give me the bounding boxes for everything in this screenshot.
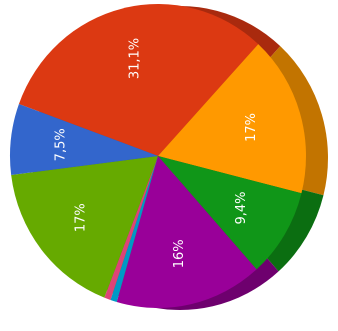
pie-slice-label-2: 9,4% (234, 191, 249, 224)
pie-slice-2 (158, 156, 302, 270)
pie-slice-1 (158, 44, 306, 194)
pie-slice-3 (116, 156, 257, 309)
pie-slice-label-3: 16% (172, 239, 187, 268)
pie-slice-label-6: 17% (74, 203, 89, 232)
pie-slice-label-0: 31,1% (127, 38, 142, 79)
pie-slice-label-1: 17% (244, 113, 259, 142)
pie-slice-7 (10, 104, 158, 175)
pie-labels: 31,1% 17% 9,4% 16% 17% 7,5% (53, 38, 259, 268)
pie-slice-6 (11, 156, 158, 298)
pie-slice-0 (18, 4, 259, 156)
pie-top (10, 4, 306, 309)
pie-slice-label-7: 7,5% (53, 128, 68, 161)
pie-slice-4 (110, 156, 158, 302)
pie-slice-5 (104, 156, 158, 300)
